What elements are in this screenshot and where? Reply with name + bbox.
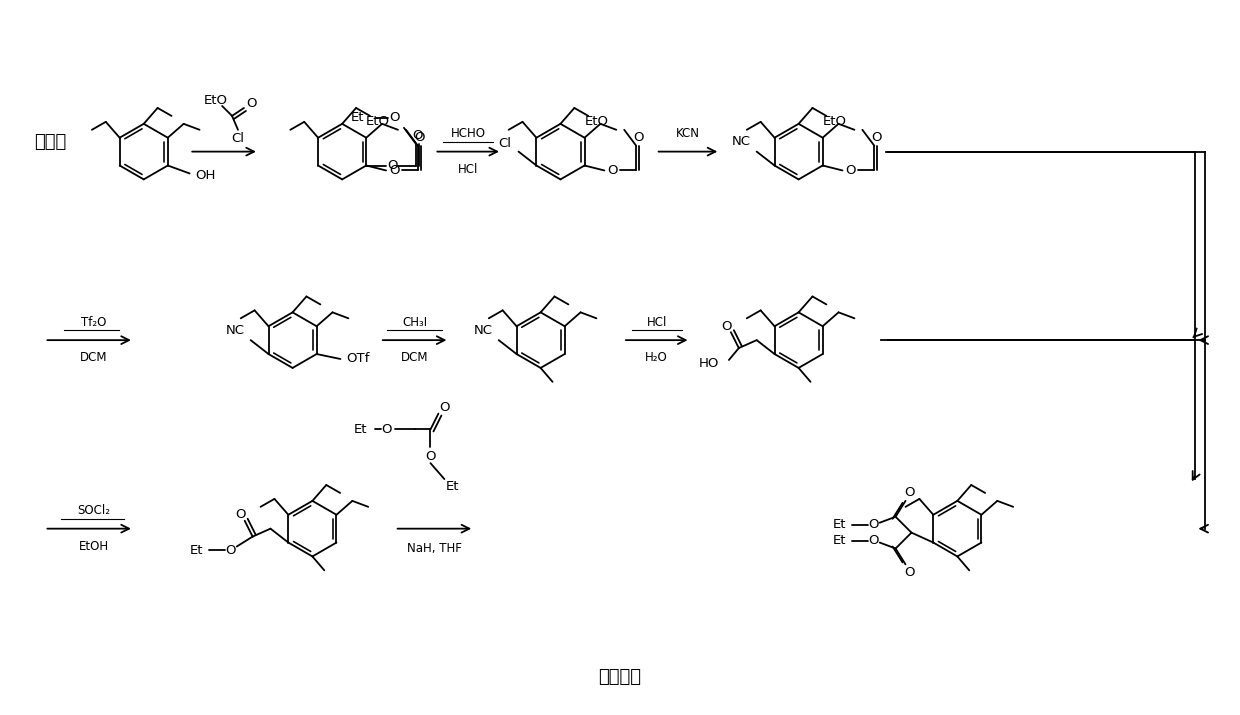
Text: O: O — [439, 401, 450, 414]
Text: Cl: Cl — [498, 137, 511, 150]
Text: EtO: EtO — [822, 115, 847, 129]
Text: O: O — [247, 97, 257, 111]
Text: O: O — [868, 534, 879, 547]
Text: Et: Et — [353, 423, 367, 436]
Text: Et: Et — [445, 480, 459, 493]
Text: SOCl₂: SOCl₂ — [78, 504, 110, 517]
Text: O: O — [389, 112, 399, 124]
Text: KCN: KCN — [676, 127, 699, 140]
Text: 路线二: 路线二 — [35, 133, 67, 151]
Text: O: O — [382, 423, 392, 436]
Text: DCM: DCM — [401, 352, 428, 365]
Text: NC: NC — [732, 135, 750, 148]
Text: O: O — [722, 320, 732, 332]
Text: DCM: DCM — [81, 352, 108, 365]
Text: Et: Et — [351, 112, 365, 124]
Text: O: O — [870, 132, 882, 144]
Text: EtO: EtO — [584, 115, 609, 129]
Text: NaH, THF: NaH, THF — [407, 542, 461, 555]
Text: HO: HO — [698, 358, 719, 370]
Text: H₂O: H₂O — [645, 352, 668, 365]
Text: Et: Et — [832, 534, 846, 547]
Text: 中间体二: 中间体二 — [599, 669, 641, 686]
Text: HCl: HCl — [646, 316, 667, 329]
Text: OH: OH — [196, 169, 216, 182]
Text: O: O — [425, 450, 435, 463]
Text: Et: Et — [832, 518, 846, 531]
Text: O: O — [608, 164, 618, 177]
Text: EtOH: EtOH — [79, 540, 109, 553]
Text: CH₃I: CH₃I — [402, 316, 427, 329]
Text: OTf: OTf — [347, 352, 370, 365]
Text: EtO: EtO — [366, 115, 391, 129]
Text: O: O — [236, 508, 246, 521]
Text: Cl: Cl — [232, 132, 244, 145]
Text: O: O — [226, 544, 236, 557]
Text: Et: Et — [190, 544, 203, 557]
Text: O: O — [904, 566, 915, 579]
Text: NC: NC — [226, 324, 244, 337]
Text: O: O — [387, 159, 397, 172]
Text: O: O — [389, 164, 399, 177]
Text: HCl: HCl — [458, 163, 479, 176]
Text: O: O — [413, 129, 423, 142]
Text: HCHO: HCHO — [450, 127, 486, 140]
Text: O: O — [632, 132, 644, 144]
Text: O: O — [904, 486, 915, 500]
Text: Tf₂O: Tf₂O — [82, 316, 107, 329]
Text: O: O — [868, 518, 879, 531]
Text: EtO: EtO — [205, 94, 228, 107]
Text: O: O — [414, 132, 425, 144]
Text: O: O — [846, 164, 856, 177]
Text: NC: NC — [474, 324, 492, 337]
